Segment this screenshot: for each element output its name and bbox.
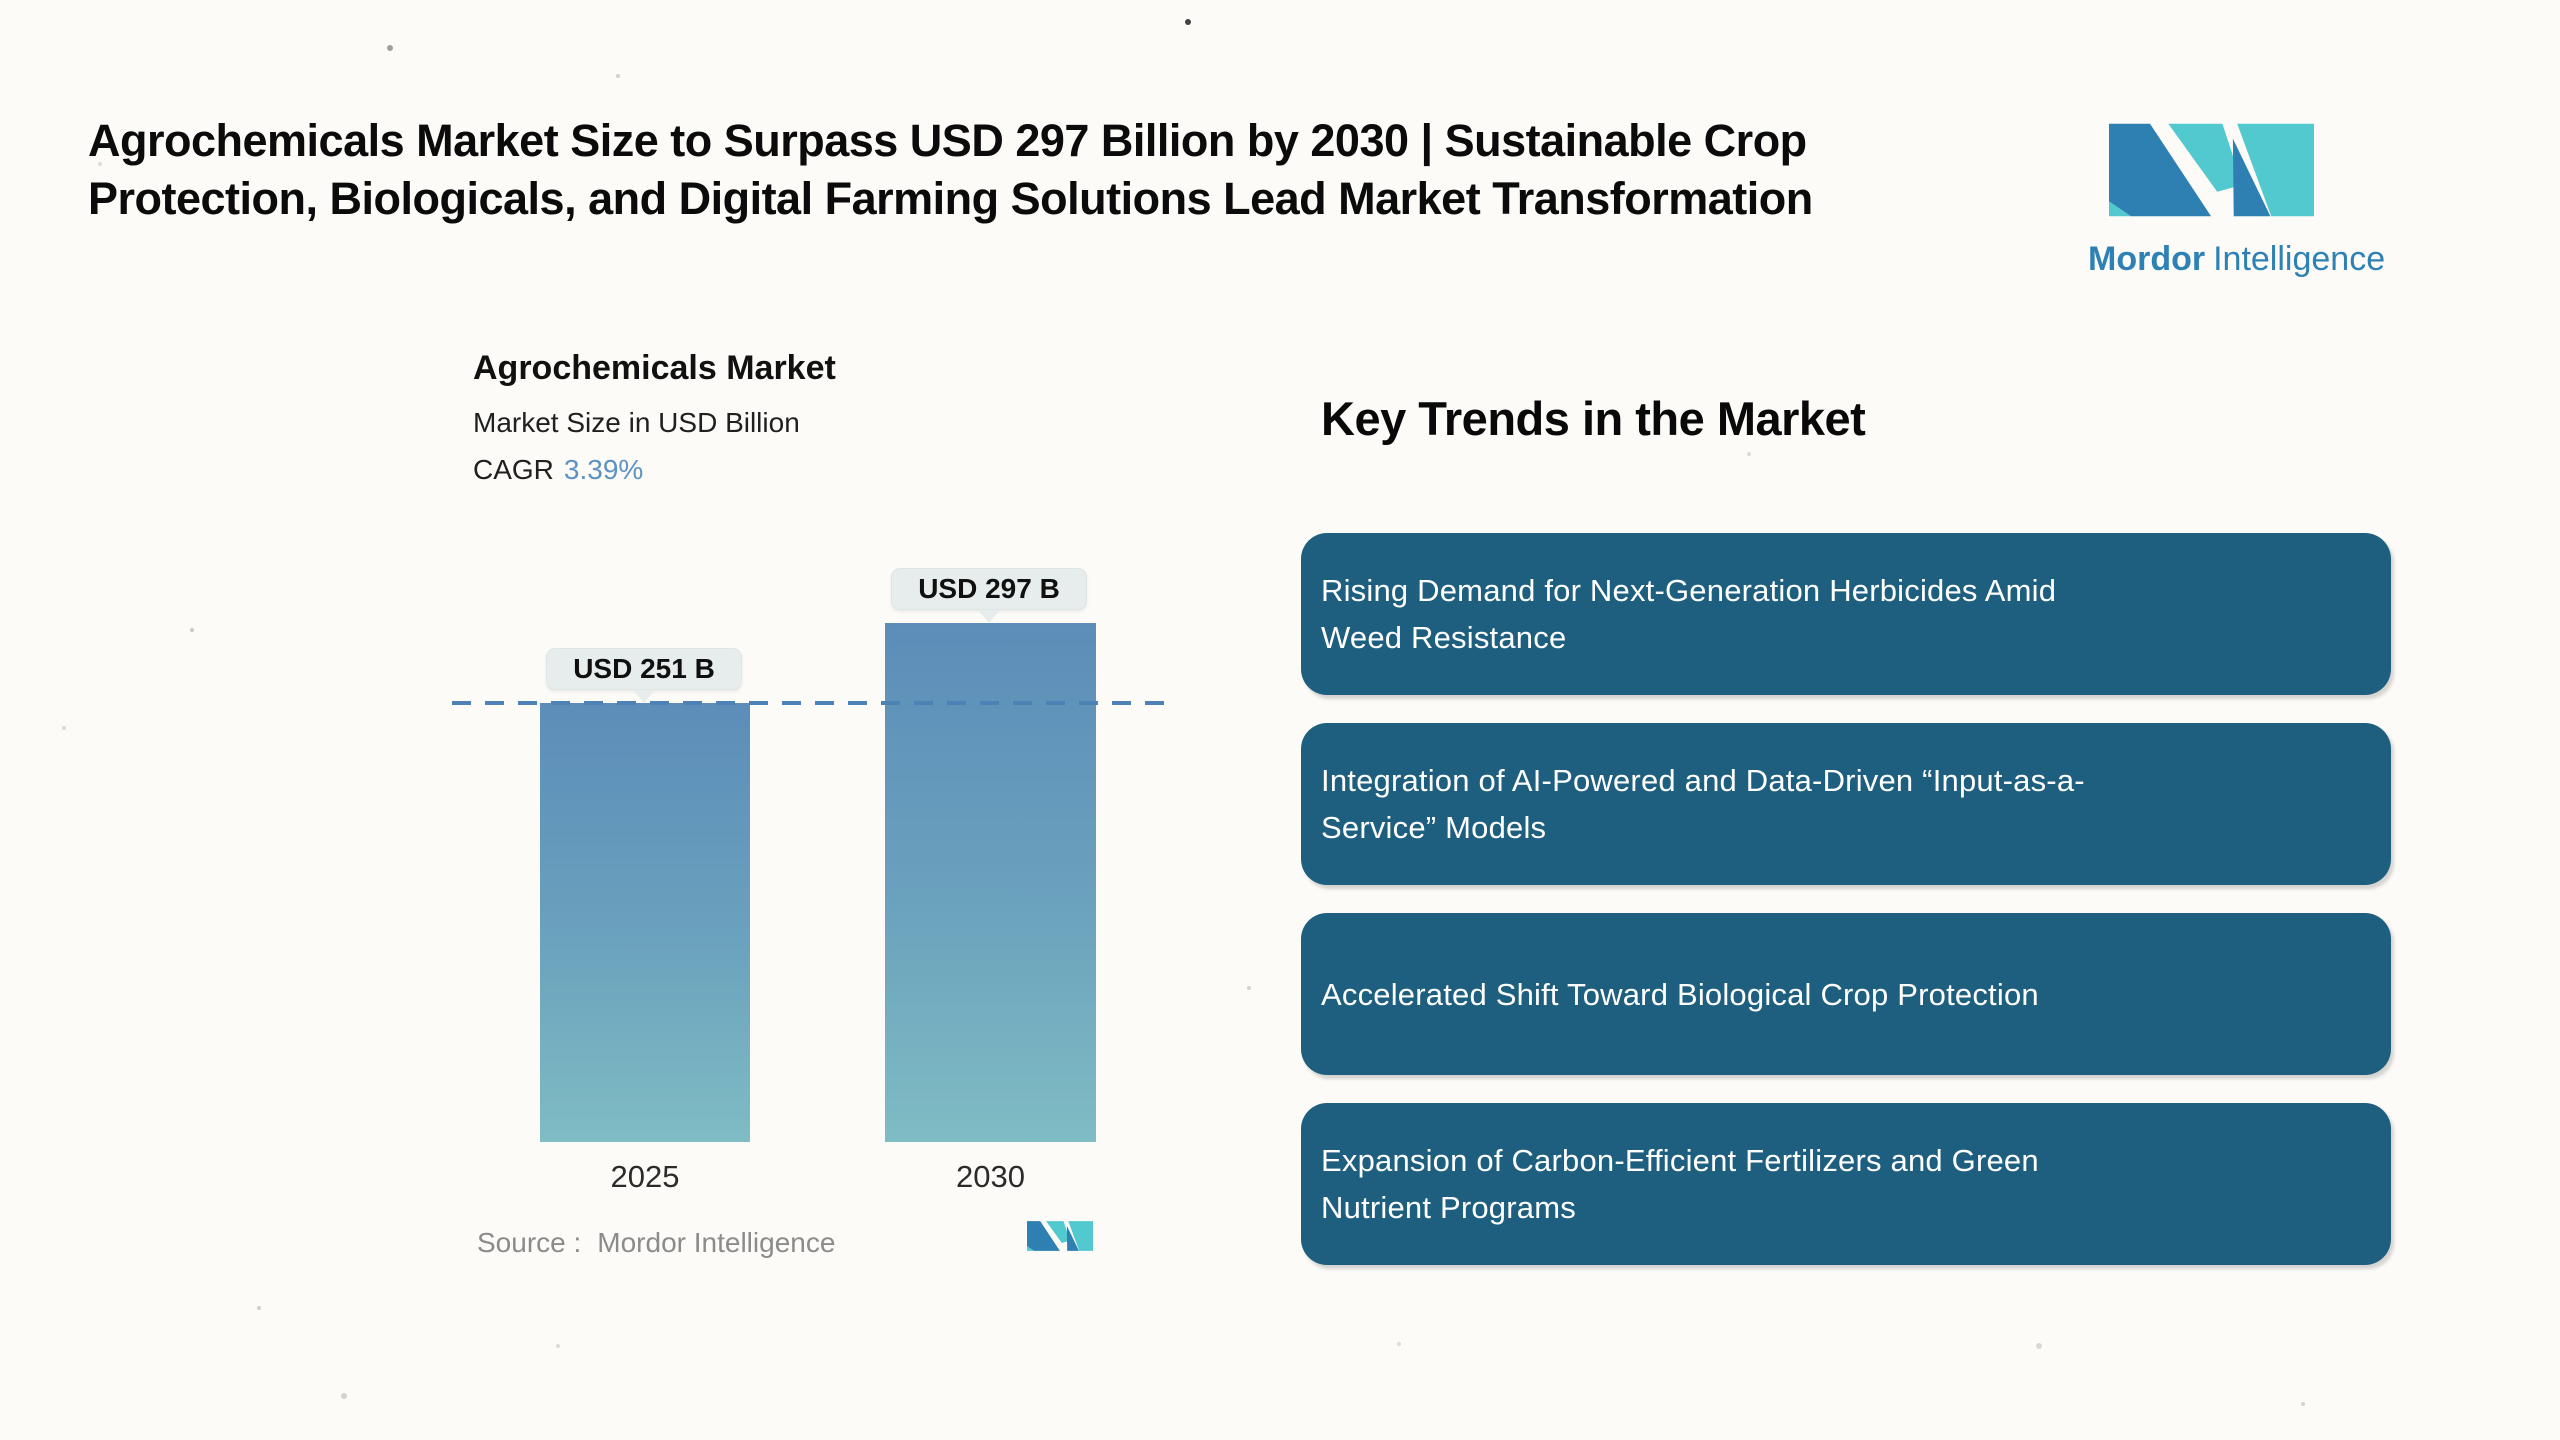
trend-text: Service” Models (1321, 810, 1547, 845)
trend-box-ai-input-as-a-service: Integration of AI-Powered and Data-Drive… (1301, 723, 2391, 885)
x-axis-label-2030: 2030 (956, 1159, 1025, 1194)
trend-text: Weed Resistance (1321, 620, 1567, 655)
trend-text: Nutrient Programs (1321, 1190, 1576, 1225)
x-axis-label-2025: 2025 (610, 1159, 680, 1194)
page-title-line1: Agrochemicals Market Size to Surpass USD… (88, 115, 1807, 166)
value-label-2030: USD 297 B (918, 573, 1060, 604)
trend-box-biological-crop-protection: Accelerated Shift Toward Biological Crop… (1301, 913, 2391, 1075)
cagr-value: 3.39% (563, 454, 644, 485)
brand-logo: Mordor Intelligence (2088, 106, 2398, 279)
bar-2030 (885, 623, 1096, 1142)
callout-pointer-2030 (978, 610, 1000, 623)
brand-wordmark: Mordor Intelligence (2088, 240, 2398, 279)
brand-name-bold: Mordor (2088, 240, 2206, 278)
source-label: Source : (477, 1227, 582, 1258)
trend-text: Integration of AI-Powered and Data-Drive… (1321, 763, 2085, 798)
key-trends-heading: Key Trends in the Market (1321, 392, 1866, 445)
trend-box-carbon-efficient-fertilizers: Expansion of Carbon-Efficient Fertilizer… (1301, 1103, 2391, 1265)
chart-cagr: CAGR 3.39% (473, 454, 643, 486)
brand-name-regular: Intelligence (2213, 240, 2386, 278)
callout-pointer-2025 (633, 690, 655, 703)
paper-speckles (0, 0, 4, 4)
trend-text: Rising Demand for Next-Generation Herbic… (1321, 573, 2057, 608)
market-size-chart: Agrochemicals Market Market Size in USD … (452, 345, 1197, 1295)
chart-subtitle: Market Size in USD Billion (473, 407, 800, 438)
value-callout-2030: USD 297 B (891, 568, 1087, 623)
value-callout-2025: USD 251 B (546, 648, 742, 703)
value-label-2025: USD 251 B (573, 653, 715, 684)
trend-text: Expansion of Carbon-Efficient Fertilizer… (1321, 1143, 2039, 1178)
trend-text: Accelerated Shift Toward Biological Crop… (1321, 976, 2039, 1012)
page-title-line2: Protection, Biologicals, and Digital Far… (88, 173, 1813, 224)
reference-dashed-line (452, 701, 1174, 705)
source-row: Source : Mordor Intelligence (477, 1227, 835, 1259)
chart-title: Agrochemicals Market (473, 349, 836, 387)
source-logo-icon (1027, 1221, 1093, 1251)
key-trends-list: Rising Demand for Next-Generation Herbic… (1301, 533, 2391, 1265)
source-value: Mordor Intelligence (597, 1227, 836, 1258)
trend-box-herbicides: Rising Demand for Next-Generation Herbic… (1301, 533, 2391, 695)
bar-2025 (540, 703, 750, 1142)
cagr-label: CAGR (473, 454, 554, 485)
mordor-intelligence-logo-icon (2109, 123, 2314, 217)
page-title: Agrochemicals Market Size to Surpass USD… (88, 112, 2118, 228)
